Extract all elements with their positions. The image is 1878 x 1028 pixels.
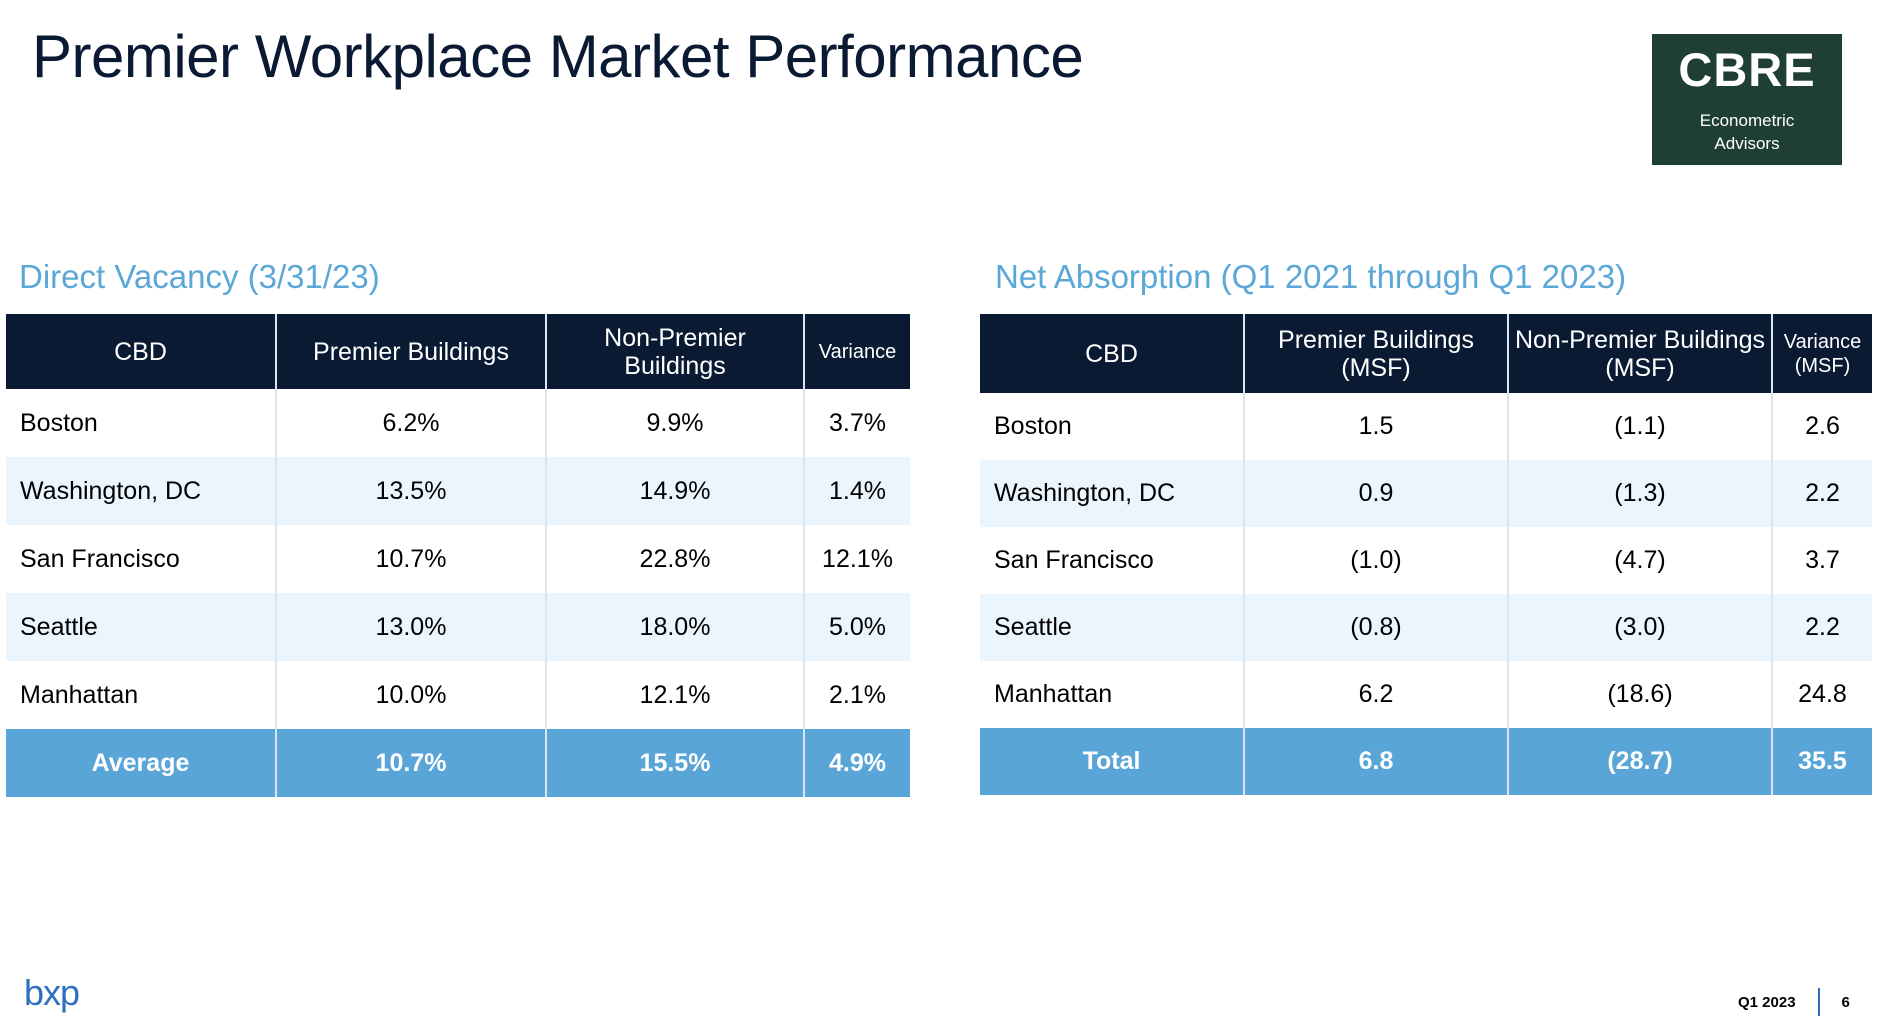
absorption-table: CBD Premier Buildings (MSF) Non-Premier … <box>980 314 1872 795</box>
table-cell: (3.0) <box>1508 594 1773 661</box>
table-row: Seattle 13.0% 18.0% 5.0% <box>6 593 910 661</box>
table-cell: (4.7) <box>1508 527 1773 594</box>
table-cell: Seattle <box>980 594 1245 661</box>
table-cell: 10.7% <box>276 525 547 593</box>
table-cell: Manhattan <box>980 661 1245 728</box>
table-cell: Boston <box>6 389 277 457</box>
table-cell: 2.2 <box>1772 460 1872 527</box>
table-cell: Washington, DC <box>6 457 277 525</box>
table-cell: 18.0% <box>546 593 805 661</box>
table-cell: 12.1% <box>804 525 910 593</box>
table-cell: 5.0% <box>804 593 910 661</box>
table-cell: 3.7% <box>804 389 910 457</box>
table-cell: (0.8) <box>1244 594 1509 661</box>
vacancy-average-row: Average 10.7% 15.5% 4.9% <box>6 729 910 797</box>
table-cell: 13.5% <box>276 457 547 525</box>
table-cell: San Francisco <box>6 525 277 593</box>
footer-divider <box>1817 988 1820 1016</box>
vacancy-section-title: Direct Vacancy (3/31/23) <box>19 258 380 295</box>
table-row: Boston 1.5 (1.1) 2.6 <box>980 393 1872 460</box>
table-cell: Seattle <box>6 593 277 661</box>
table-cell: 2.6 <box>1772 393 1872 460</box>
table-cell: 6.2% <box>276 389 547 457</box>
table-cell: 12.1% <box>546 661 805 729</box>
table-cell: Boston <box>980 393 1245 460</box>
vacancy-header-premier: Premier Buildings <box>276 314 547 389</box>
table-cell: 2.2 <box>1772 594 1872 661</box>
vacancy-header-variance: Variance <box>804 314 910 389</box>
table-cell: (18.6) <box>1508 661 1773 728</box>
table-cell: 0.9 <box>1244 460 1509 527</box>
footer-period: Q1 2023 <box>1738 993 1796 1011</box>
cbre-logo-line2: Advisors <box>1714 134 1780 153</box>
table-cell: 1.5 <box>1244 393 1509 460</box>
absorption-header-row: CBD Premier Buildings (MSF) Non-Premier … <box>980 314 1872 393</box>
table-cell: 4.9% <box>804 729 910 797</box>
page-number: 6 <box>1841 993 1850 1011</box>
table-cell: 15.5% <box>546 729 805 797</box>
table-cell: Manhattan <box>6 661 277 729</box>
absorption-header-variance: Variance (MSF) <box>1772 314 1872 393</box>
cbre-logo-line1: Econometric <box>1699 111 1795 130</box>
page-title: Premier Workplace Market Performance <box>32 23 1084 90</box>
table-row: Boston 6.2% 9.9% 3.7% <box>6 389 910 457</box>
absorption-header-cbd: CBD <box>980 314 1245 393</box>
table-cell: Total <box>980 728 1245 795</box>
footer-meta: Q1 2023 6 <box>1738 988 1850 1016</box>
table-cell: 2.1% <box>804 661 910 729</box>
absorption-header-premier: Premier Buildings (MSF) <box>1244 314 1509 393</box>
vacancy-table: CBD Premier Buildings Non-Premier Buildi… <box>6 314 910 797</box>
table-cell: 6.8 <box>1244 728 1509 795</box>
table-cell: (1.1) <box>1508 393 1773 460</box>
table-cell: (1.0) <box>1244 527 1509 594</box>
cbre-logo: CBRE Econometric Advisors <box>1652 34 1842 165</box>
table-cell: Average <box>6 729 277 797</box>
table-cell: San Francisco <box>980 527 1245 594</box>
table-row: San Francisco (1.0) (4.7) 3.7 <box>980 527 1872 594</box>
table-cell: 14.9% <box>546 457 805 525</box>
table-row: Washington, DC 0.9 (1.3) 2.2 <box>980 460 1872 527</box>
table-cell: 10.7% <box>276 729 547 797</box>
absorption-section-title: Net Absorption (Q1 2021 through Q1 2023) <box>995 258 1627 295</box>
table-cell: 22.8% <box>546 525 805 593</box>
table-cell: 6.2 <box>1244 661 1509 728</box>
table-cell: 35.5 <box>1772 728 1872 795</box>
table-row: San Francisco 10.7% 22.8% 12.1% <box>6 525 910 593</box>
vacancy-header-cbd: CBD <box>6 314 277 389</box>
bxp-logo: bxp <box>24 972 80 1013</box>
vacancy-header-non-premier: Non-Premier Buildings <box>546 314 805 389</box>
absorption-total-row: Total 6.8 (28.7) 35.5 <box>980 728 1872 795</box>
vacancy-header-row: CBD Premier Buildings Non-Premier Buildi… <box>6 314 910 389</box>
table-cell: (1.3) <box>1508 460 1773 527</box>
table-row: Washington, DC 13.5% 14.9% 1.4% <box>6 457 910 525</box>
table-row: Manhattan 6.2 (18.6) 24.8 <box>980 661 1872 728</box>
table-cell: 3.7 <box>1772 527 1872 594</box>
cbre-logo-mark: CBRE <box>1678 43 1816 96</box>
absorption-header-non-premier: Non-Premier Buildings (MSF) <box>1508 314 1773 393</box>
table-cell: 24.8 <box>1772 661 1872 728</box>
table-row: Seattle (0.8) (3.0) 2.2 <box>980 594 1872 661</box>
table-cell: 13.0% <box>276 593 547 661</box>
table-cell: Washington, DC <box>980 460 1245 527</box>
table-row: Manhattan 10.0% 12.1% 2.1% <box>6 661 910 729</box>
table-cell: (28.7) <box>1508 728 1773 795</box>
table-cell: 9.9% <box>546 389 805 457</box>
table-cell: 1.4% <box>804 457 910 525</box>
table-cell: 10.0% <box>276 661 547 729</box>
